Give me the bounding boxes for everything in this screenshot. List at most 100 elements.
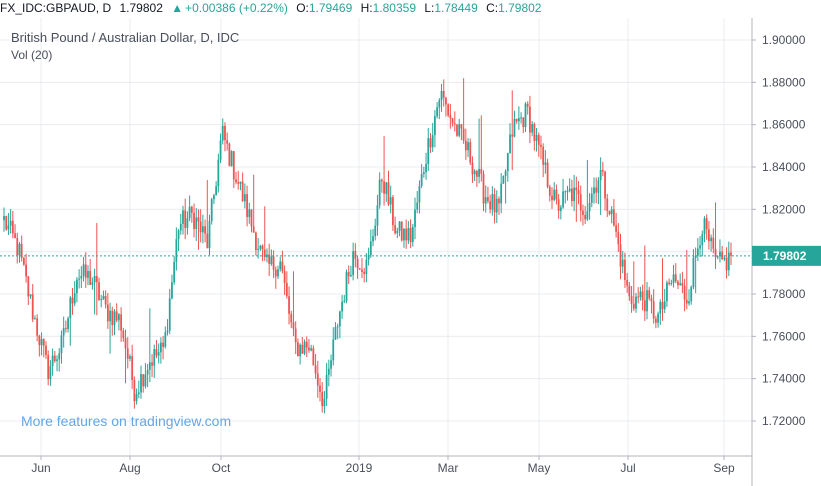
candle-body [546, 162, 549, 187]
candle-body [321, 392, 324, 407]
candle-body [621, 259, 624, 267]
candle-body [719, 251, 721, 257]
candle-body [166, 330, 169, 333]
candle-body [60, 335, 63, 354]
candle-body [659, 301, 662, 314]
candle-body [146, 369, 149, 375]
candle-body [685, 299, 688, 304]
candle-body [433, 116, 436, 136]
volume-indicator-label[interactable]: Vol (20) [11, 48, 53, 62]
candle-body [593, 187, 595, 194]
open-value: 1.79469 [308, 1, 353, 15]
candle-body [186, 218, 189, 228]
candle-body [124, 338, 127, 349]
candle-body [449, 115, 452, 119]
candle-body [436, 107, 439, 117]
candle-body [137, 392, 140, 395]
candle-body [34, 318, 36, 320]
low-value: 1.78449 [434, 1, 478, 15]
candle-body [184, 210, 187, 228]
candle-body [270, 256, 273, 264]
candle-body [350, 275, 352, 277]
candle-body [487, 197, 489, 202]
candle-body [352, 251, 355, 276]
candle-body [303, 341, 306, 354]
candle-body [243, 194, 246, 202]
symbol-info-bar: FX_IDC:GBPAUD, D 1.79802 ▲ +0.00386 (+0.2… [0, 0, 821, 16]
candle-body [210, 199, 213, 222]
candle-body [513, 118, 516, 137]
candle-body [252, 226, 255, 233]
candle-body [403, 228, 405, 241]
candle-body [484, 197, 487, 204]
symbol-name[interactable]: FX_IDC:GBPAUD, D [0, 1, 112, 15]
price-axis[interactable]: 1.900001.880001.860001.840001.820001.800… [752, 33, 806, 428]
candle-body [82, 264, 85, 276]
candle-body [330, 360, 332, 369]
candle-body [453, 123, 456, 125]
candle-body [520, 117, 522, 119]
candle-body [345, 272, 348, 301]
candle-body [228, 143, 231, 166]
candle-body [129, 356, 131, 359]
time-tick-label: Sep [713, 461, 735, 475]
candle-body [475, 170, 478, 177]
candle-body [416, 202, 419, 210]
last-price-tag-bg [752, 245, 821, 266]
candle-body [199, 221, 202, 233]
time-tick-label: Jun [31, 461, 50, 475]
candle-body [529, 106, 531, 133]
candle-body [597, 180, 600, 193]
open-label: O: [296, 1, 309, 15]
candle-body [188, 206, 191, 219]
time-axis[interactable]: Jun Aug Oct 2019 Mar May Jul Sep [31, 456, 735, 475]
candle-body [654, 318, 657, 323]
promo-link[interactable]: More features on tradingview.com [21, 413, 232, 429]
candle-body [47, 355, 50, 380]
candle-body [451, 118, 454, 124]
candle-body [102, 295, 105, 300]
candle-body [387, 182, 390, 205]
candle-body [553, 189, 556, 201]
candle-body [398, 221, 401, 231]
candle-body [358, 268, 361, 270]
candle-body [11, 220, 14, 234]
candle-body [7, 225, 10, 230]
candle-body [604, 171, 606, 199]
candle-body [464, 140, 467, 151]
candle-body [319, 385, 321, 393]
candle-body [617, 231, 620, 245]
candle-body [601, 169, 604, 172]
candle-body [363, 271, 366, 274]
candle-body [590, 193, 593, 203]
candle-body [285, 283, 288, 297]
candle-body [635, 296, 637, 309]
candle-body [458, 124, 461, 136]
candle-body [294, 328, 297, 343]
candle-body [250, 209, 253, 227]
candle-body [606, 198, 609, 211]
candle-body [58, 353, 61, 360]
candle-body [190, 206, 193, 213]
chart-grid [0, 18, 752, 456]
candle-body [3, 215, 5, 221]
candle-body [14, 233, 16, 239]
candle-body [615, 225, 617, 232]
candle-body [296, 342, 299, 357]
candle-body [76, 279, 78, 294]
candle-body [666, 282, 668, 302]
candle-body [226, 140, 229, 144]
candle-body [630, 296, 633, 304]
candle-body [239, 181, 242, 184]
candle-body [305, 341, 308, 348]
candle-body [394, 225, 397, 234]
candle-body [279, 261, 282, 270]
candle-body [650, 298, 653, 302]
price-tick-label: 1.72000 [762, 414, 806, 428]
candle-body [383, 181, 385, 194]
candle-body [663, 301, 666, 310]
candle-body [396, 230, 399, 234]
candle-body [248, 209, 251, 217]
candle-body [343, 300, 346, 302]
